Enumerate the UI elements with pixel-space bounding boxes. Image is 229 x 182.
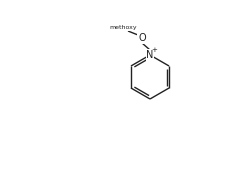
Text: methoxy: methoxy	[109, 25, 136, 31]
Text: O: O	[138, 33, 145, 43]
Text: +: +	[150, 48, 156, 54]
Text: N: N	[146, 50, 153, 60]
